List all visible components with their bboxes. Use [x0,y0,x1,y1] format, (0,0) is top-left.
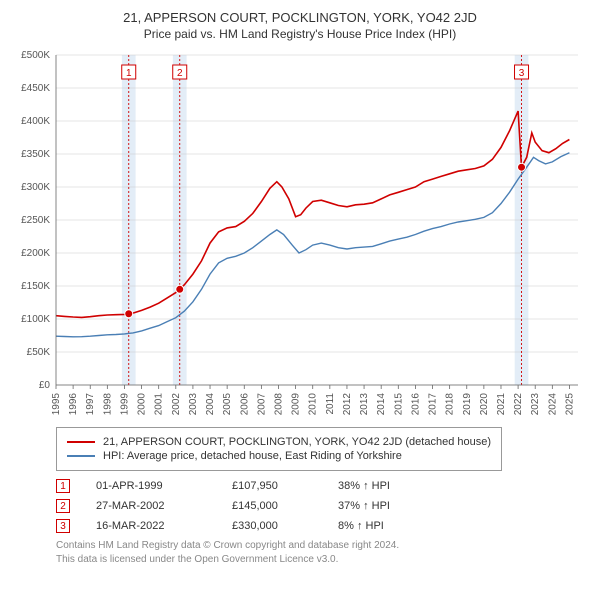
legend-label: HPI: Average price, detached house, East… [103,450,402,462]
sale-row-date: 16-MAR-2022 [96,520,206,532]
x-tick-label: 2000 [137,393,148,416]
sale-row-price: £145,000 [232,500,312,512]
sale-marker [125,310,133,318]
x-tick-label: 2007 [256,393,267,416]
x-tick-label: 2019 [462,393,473,416]
x-tick-label: 1996 [68,393,79,416]
sales-row: 3 16-MAR-2022 £330,000 8% ↑ HPI [56,519,588,533]
chart-subtitle: Price paid vs. HM Land Registry's House … [12,27,588,41]
x-tick-label: 2011 [325,393,336,415]
sale-number: 2 [177,68,183,79]
x-tick-label: 2015 [393,393,404,416]
x-tick-label: 2006 [239,393,250,416]
y-tick-label: £200K [21,248,50,259]
y-tick-label: £0 [39,380,51,391]
x-tick-label: 1998 [102,393,113,416]
x-tick-label: 2023 [530,393,541,416]
legend-row: 21, APPERSON COURT, POCKLINGTON, YORK, Y… [67,436,491,448]
sales-row: 2 27-MAR-2002 £145,000 37% ↑ HPI [56,499,588,513]
x-tick-label: 2022 [513,393,524,416]
x-tick-label: 2017 [428,393,439,416]
x-tick-label: 2018 [445,393,456,416]
sale-marker [518,163,526,171]
chart-container: 21, APPERSON COURT, POCKLINGTON, YORK, Y… [0,0,600,575]
x-tick-label: 2016 [410,393,421,416]
y-tick-label: £500K [21,50,50,61]
x-tick-label: 2002 [171,393,182,416]
x-tick-label: 1999 [119,393,130,416]
x-tick-label: 2004 [205,393,216,416]
x-tick-label: 2009 [291,393,302,416]
x-tick-label: 2005 [222,393,233,416]
legend: 21, APPERSON COURT, POCKLINGTON, YORK, Y… [56,427,502,471]
x-tick-label: 2025 [564,393,575,416]
y-tick-label: £450K [21,83,50,94]
y-tick-label: £50K [27,347,51,358]
sale-row-date: 27-MAR-2002 [96,500,206,512]
x-tick-label: 2001 [154,393,165,416]
chart-svg: £0 £50K £100K £150K £200K £250K £300K £350K £400… [12,49,588,419]
x-tick-label: 2014 [376,393,387,416]
chart-area: £0 £50K £100K £150K £200K £250K £300K £350K £400… [12,49,588,419]
y-tick-label: £400K [21,116,50,127]
y-tick-label: £150K [21,281,50,292]
sale-row-marker: 2 [56,499,70,513]
x-tick-label: 2020 [479,393,490,416]
footer-line2: This data is licensed under the Open Gov… [56,553,588,567]
y-tick-label: £350K [21,149,50,160]
y-tick-label: £100K [21,314,50,325]
x-tick-label: 1997 [85,393,96,416]
footer: Contains HM Land Registry data © Crown c… [56,539,588,567]
sale-marker [176,285,184,293]
sale-row-price: £330,000 [232,520,312,532]
sales-table: 101-APR-1999£107,95038% ↑ HPI227-MAR-200… [56,479,588,533]
legend-row: HPI: Average price, detached house, East… [67,450,491,462]
sale-number: 3 [519,68,525,79]
sales-row: 1 01-APR-1999 £107,950 38% ↑ HPI [56,479,588,493]
sale-row-marker: 1 [56,479,70,493]
sale-row-marker: 3 [56,519,70,533]
legend-swatch [67,441,95,443]
y-tick-label: £250K [21,215,50,226]
legend-label: 21, APPERSON COURT, POCKLINGTON, YORK, Y… [103,436,491,448]
x-tick-label: 2008 [273,393,284,416]
chart-title: 21, APPERSON COURT, POCKLINGTON, YORK, Y… [12,10,588,25]
legend-swatch [67,455,95,457]
x-tick-label: 2003 [188,393,199,416]
x-tick-label: 2021 [496,393,507,416]
x-tick-label: 2010 [308,393,319,416]
sale-number: 1 [126,68,132,79]
sale-row-diff: 38% ↑ HPI [338,480,438,492]
x-tick-label: 2013 [359,393,370,416]
sale-row-date: 01-APR-1999 [96,480,206,492]
y-tick-label: £300K [21,182,50,193]
footer-line1: Contains HM Land Registry data © Crown c… [56,539,588,553]
x-tick-label: 2012 [342,393,353,416]
sale-row-price: £107,950 [232,480,312,492]
sale-row-diff: 8% ↑ HPI [338,520,438,532]
x-tick-label: 2024 [547,393,558,416]
x-tick-label: 1995 [51,393,62,416]
sale-row-diff: 37% ↑ HPI [338,500,438,512]
